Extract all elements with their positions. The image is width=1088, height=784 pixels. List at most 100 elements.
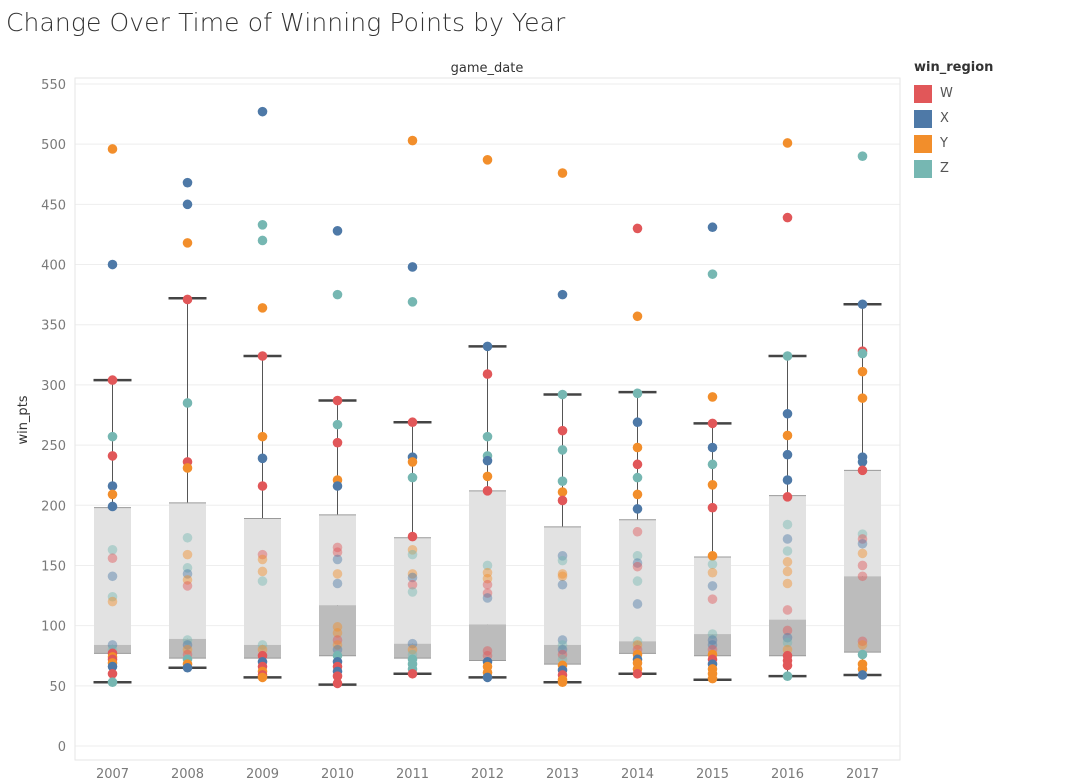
data-point	[257, 351, 268, 361]
data-point	[707, 567, 718, 578]
data-point	[632, 551, 643, 561]
data-point	[407, 668, 418, 679]
data-point	[407, 531, 418, 542]
box-upper	[244, 518, 281, 645]
data-point	[707, 222, 718, 233]
data-point	[707, 418, 718, 429]
data-point	[107, 571, 118, 582]
data-point	[782, 578, 793, 589]
data-point	[857, 636, 868, 647]
box-lower	[544, 644, 581, 665]
data-point	[857, 548, 868, 559]
data-point	[632, 640, 643, 650]
data-point	[557, 677, 568, 688]
data-point	[782, 671, 793, 681]
box-lower	[169, 638, 206, 659]
data-point	[782, 557, 793, 567]
data-point	[407, 572, 418, 583]
y-tick-label: 0	[58, 740, 66, 755]
x-tick-label: 2009	[246, 767, 279, 782]
data-point	[257, 481, 268, 491]
data-point	[407, 569, 418, 579]
data-point	[632, 561, 643, 572]
data-point	[107, 668, 118, 679]
y-tick-label: 200	[41, 499, 66, 514]
legend-label: Y	[940, 136, 948, 151]
data-point	[482, 486, 493, 496]
legend-item-y[interactable]: Y	[914, 131, 993, 156]
x-tick-label: 2013	[546, 767, 579, 782]
data-point	[182, 549, 193, 560]
x-tick-label: 2011	[396, 767, 429, 782]
data-point	[557, 635, 568, 645]
data-point	[332, 542, 343, 553]
data-point	[482, 471, 493, 482]
data-point	[257, 566, 268, 577]
data-point	[707, 640, 718, 650]
data-point	[482, 567, 493, 578]
data-point	[482, 593, 493, 603]
legend-item-w[interactable]: W	[914, 81, 993, 106]
data-point	[482, 573, 493, 584]
x-tick-label: 2012	[471, 767, 504, 782]
data-point	[557, 640, 568, 650]
box-upper	[94, 507, 131, 645]
data-point	[107, 640, 118, 650]
data-point	[407, 579, 418, 590]
x-tick-label: 2017	[846, 767, 879, 782]
x-tick-label: 2008	[171, 767, 204, 782]
data-point	[707, 629, 718, 639]
data-point	[407, 549, 418, 560]
box-upper	[394, 537, 431, 644]
data-point	[182, 644, 193, 655]
data-point	[857, 465, 868, 476]
data-point	[257, 672, 268, 683]
data-point	[857, 538, 868, 549]
data-point	[557, 571, 568, 582]
x-tick-label: 2015	[696, 767, 729, 782]
data-point	[632, 599, 643, 609]
data-point	[482, 646, 493, 656]
data-point	[782, 212, 793, 223]
data-point	[782, 566, 793, 577]
data-point	[107, 259, 118, 270]
box-lower	[394, 643, 431, 659]
data-point	[782, 546, 793, 556]
data-point	[182, 199, 193, 210]
data-point	[182, 563, 193, 573]
data-point	[332, 226, 343, 236]
data-point	[857, 151, 868, 162]
data-point	[332, 569, 343, 579]
x-tick-label: 2016	[771, 767, 804, 782]
data-point	[407, 457, 418, 467]
data-point	[332, 578, 343, 589]
y-tick-label: 50	[49, 680, 66, 695]
data-point	[557, 551, 568, 561]
data-point	[707, 551, 718, 561]
data-point	[632, 489, 643, 500]
data-point	[107, 451, 118, 461]
data-point	[857, 393, 868, 403]
data-point	[857, 534, 868, 544]
y-tick-label: 400	[41, 259, 66, 274]
data-point	[782, 632, 793, 643]
data-point	[557, 425, 568, 436]
data-point	[782, 605, 793, 615]
data-point	[332, 678, 343, 689]
data-point	[782, 449, 793, 460]
data-point	[857, 366, 868, 377]
legend-item-z[interactable]: Z	[914, 156, 993, 181]
data-point	[332, 554, 343, 565]
data-point	[707, 442, 718, 453]
data-point	[557, 555, 568, 566]
data-point	[557, 487, 568, 497]
data-point	[182, 294, 193, 305]
y-tick-label: 450	[41, 198, 66, 213]
data-point	[482, 431, 493, 442]
box-upper	[469, 490, 506, 625]
data-point	[182, 581, 193, 591]
legend-label: Z	[940, 161, 949, 176]
legend-item-x[interactable]: X	[914, 106, 993, 131]
